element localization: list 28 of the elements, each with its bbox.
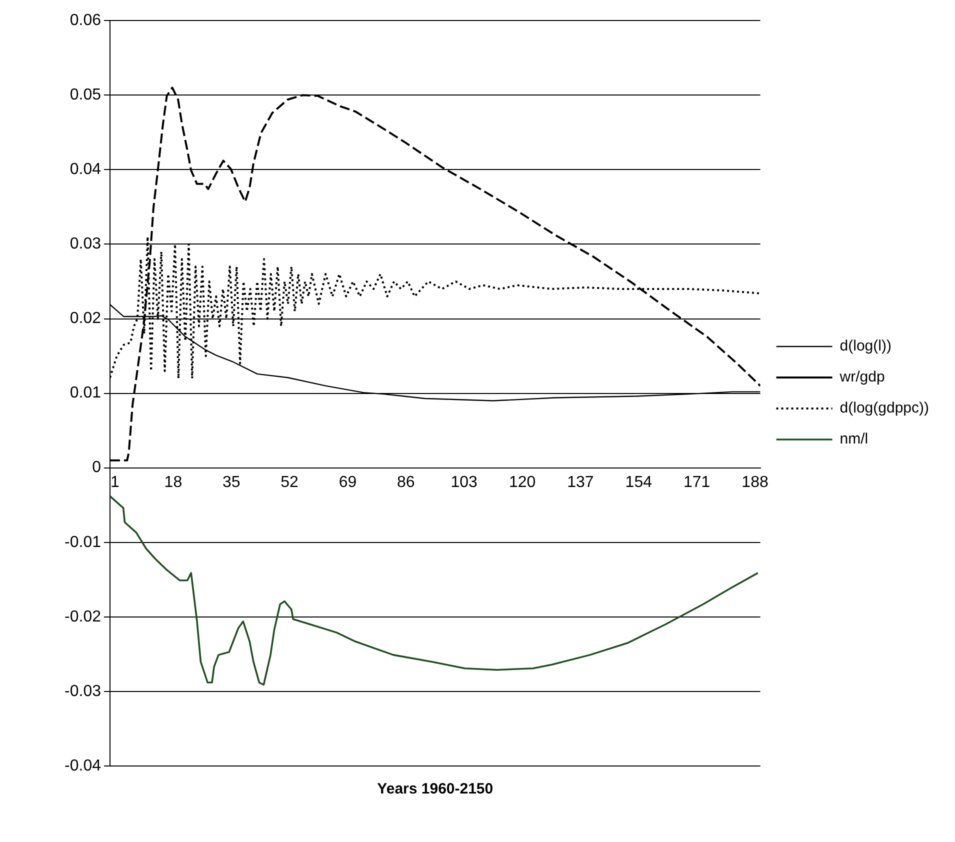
y-tick-label: 0.03 (70, 236, 102, 253)
x-tick-label: 154 (625, 474, 652, 491)
x-tick-label: 52 (280, 474, 299, 491)
y-tick-label: 0.06 (70, 12, 102, 30)
legend-label: d(log(gdppc)) (840, 400, 930, 417)
y-tick-label: -0.02 (64, 608, 102, 626)
y-tick-label: -0.04 (64, 757, 102, 774)
x-tick-label: 103 (450, 474, 478, 491)
x-tick-label: 86 (397, 474, 415, 491)
y-tick-label: 0.05 (70, 86, 102, 104)
x-tick-label: 69 (338, 474, 357, 491)
x-tick-label: 137 (567, 474, 594, 491)
x-tick-label: 120 (508, 474, 536, 491)
legend-label: d(log(l)) (840, 338, 892, 355)
x-tick-label: 35 (222, 474, 240, 491)
x-tick-label: 18 (164, 474, 182, 491)
x-tick-label: 171 (683, 474, 710, 491)
x-tick-label: 1 (110, 474, 120, 491)
legend-label: nm/l (840, 430, 868, 448)
y-tick-label: 0.02 (70, 310, 102, 328)
x-tick-label: 188 (742, 474, 768, 491)
y-tick-label: 0.01 (70, 384, 102, 402)
y-tick-label: -0.01 (64, 534, 102, 551)
legend-label: wr/gdp (838, 368, 885, 386)
y-tick-label: 0 (92, 459, 102, 476)
y-tick-label: -0.03 (64, 682, 102, 700)
y-tick-label: 0.04 (70, 161, 102, 178)
x-axis-title: Years 1960-2150 (377, 780, 494, 798)
